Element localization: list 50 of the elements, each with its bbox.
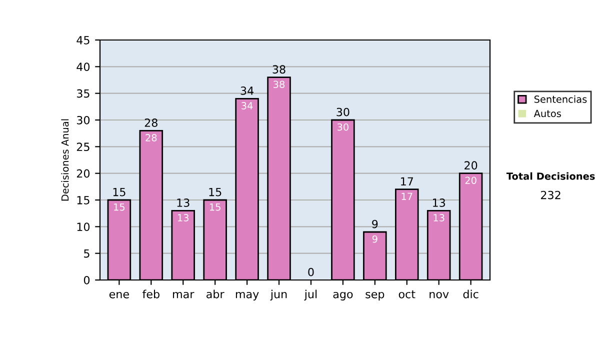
x-tick-label: jul	[304, 290, 317, 300]
legend-label: Sentencias	[534, 95, 587, 103]
x-tick-label: abr	[206, 290, 224, 298]
total-label: 34	[240, 86, 254, 95]
total-label: 30	[336, 108, 350, 116]
x-tick-label: mar	[173, 292, 194, 298]
data-label: 9	[372, 235, 378, 243]
total-label: 38	[272, 65, 286, 74]
y-tick-label: 15	[77, 196, 90, 204]
data-label: 17	[402, 192, 412, 200]
total-label: 15	[209, 188, 222, 196]
x-tick-label: may	[236, 292, 259, 300]
x-tick-label: jun	[270, 290, 287, 300]
y-tick-label: 5	[84, 249, 90, 258]
total-label: 15	[113, 188, 126, 196]
y-tick-label: 25	[76, 142, 90, 152]
text: Total Decisiones	[506, 172, 595, 180]
data-label: 30	[338, 123, 348, 131]
total-label: 28	[144, 118, 158, 127]
data-label: 28	[146, 134, 157, 142]
text: 232	[541, 190, 560, 200]
total-label: 20	[464, 161, 478, 170]
total-label: 9	[372, 220, 378, 228]
total-label: 13	[177, 198, 190, 207]
y-tick-label: 35	[76, 89, 90, 98]
data-label: 15	[210, 204, 220, 211]
x-tick-label: ene	[109, 292, 129, 298]
legend-label: Autos	[534, 110, 561, 118]
data-label: 38	[274, 80, 285, 88]
total-label: 13	[433, 198, 446, 207]
x-tick-label: oct	[398, 290, 416, 298]
x-tick-label: dic	[463, 290, 478, 298]
total-label: 17	[401, 177, 414, 186]
y-tick-label: 10	[77, 222, 90, 232]
y-axis-title: Decisiones Anual	[61, 119, 69, 201]
x-tick-label: feb	[142, 290, 160, 298]
data-label: 13	[178, 214, 189, 222]
data-label: 13	[434, 214, 444, 222]
total-label: 0	[308, 268, 314, 276]
data-label: 15	[114, 204, 125, 211]
y-tick-label: 30	[76, 116, 90, 124]
data-label: 34	[242, 102, 253, 110]
y-tick-label: 45	[76, 36, 90, 44]
x-tick-label: sep	[366, 292, 384, 300]
x-tick-label: nov	[430, 292, 449, 298]
y-tick-label: 40	[76, 62, 90, 72]
data-label: 20	[465, 176, 476, 184]
y-tick-label: 20	[76, 169, 90, 178]
y-tick-label: 0	[84, 276, 90, 284]
x-tick-label: ago	[333, 292, 353, 300]
